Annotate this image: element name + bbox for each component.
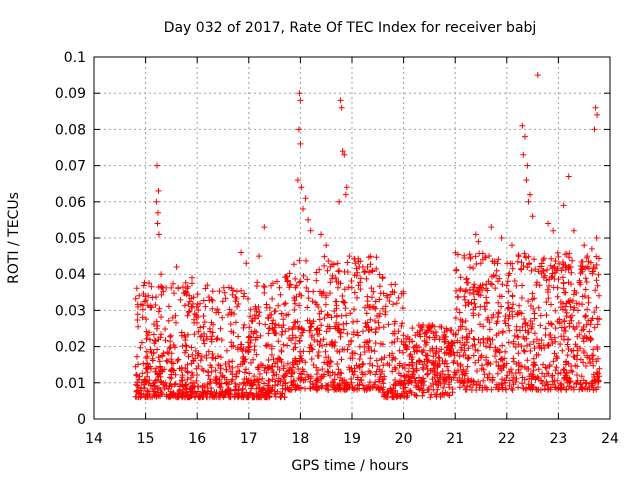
- x-axis-label: GPS time / hours: [291, 458, 408, 474]
- x-tick-label: 15: [137, 431, 155, 447]
- chart-title: Day 032 of 2017, Rate Of TEC Index for r…: [164, 20, 537, 36]
- y-tick-label: 0.02: [55, 340, 86, 356]
- x-tick-label: 14: [85, 431, 103, 447]
- x-tick-label: 17: [240, 431, 258, 447]
- y-tick-label: 0.1: [64, 50, 86, 66]
- data-points: [132, 72, 603, 401]
- x-tick-label: 21: [446, 431, 464, 447]
- y-tick-label: 0.04: [55, 267, 86, 283]
- y-tick-label: 0.01: [55, 376, 86, 392]
- y-axis-ticks: 0 0.01 0.02 0.03 0.04 0.05 0.06 0.07 0.08 0.09 0.1: [55, 50, 610, 428]
- y-tick-label: 0.07: [55, 159, 86, 175]
- x-tick-label: 20: [395, 431, 413, 447]
- y-tick-label: 0: [77, 412, 86, 428]
- y-axis-label: ROTI / TECUs: [6, 192, 22, 284]
- x-tick-label: 18: [291, 431, 309, 447]
- x-axis-ticks: 14 15 16 17 18 19 20 21 22 23 24: [85, 57, 619, 447]
- y-tick-label: 0.06: [55, 195, 86, 211]
- x-tick-label: 24: [601, 431, 619, 447]
- x-tick-label: 22: [498, 431, 516, 447]
- x-tick-label: 23: [549, 431, 567, 447]
- y-tick-label: 0.08: [55, 122, 86, 138]
- roti-markers: [132, 72, 603, 401]
- x-tick-label: 19: [343, 431, 361, 447]
- y-tick-label: 0.05: [55, 231, 86, 247]
- y-tick-label: 0.09: [55, 86, 86, 102]
- y-tick-label: 0.03: [55, 303, 86, 319]
- x-tick-label: 16: [188, 431, 206, 447]
